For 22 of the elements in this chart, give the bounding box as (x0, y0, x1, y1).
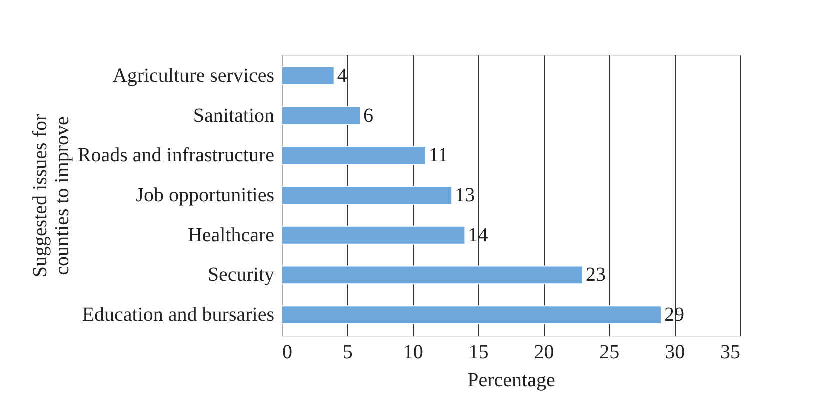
data-label: 6 (364, 104, 374, 127)
y-axis-title: Suggested issues for counties to improve (30, 114, 74, 278)
y-tick-label: Healthcare (188, 224, 275, 246)
x-tick-label: 0 (282, 342, 292, 364)
x-tick-label: 20 (534, 342, 554, 364)
x-tick-label: 25 (600, 342, 620, 364)
x-tick-label: 30 (665, 342, 686, 364)
y-tick-label: Education and bursaries (82, 304, 275, 326)
data-label: 4 (337, 64, 348, 87)
y-tick-label: Agriculture services (112, 64, 275, 87)
x-tick-label: 35 (720, 342, 740, 364)
y-tick-label: Security (208, 264, 274, 286)
y-tick-label: Job opportunities (136, 184, 275, 206)
x-axis-title: Percentage (468, 370, 556, 392)
x-tick-label: 10 (403, 342, 424, 364)
data-label: 13 (455, 184, 476, 206)
x-tick-label: 15 (468, 342, 489, 364)
data-label: 11 (428, 144, 448, 167)
y-tick-label: Roads and infrastructure (78, 144, 275, 167)
x-tick-label: 5 (342, 342, 353, 364)
y-tick-label: Sanitation (193, 104, 274, 127)
data-label: 23 (586, 264, 606, 286)
